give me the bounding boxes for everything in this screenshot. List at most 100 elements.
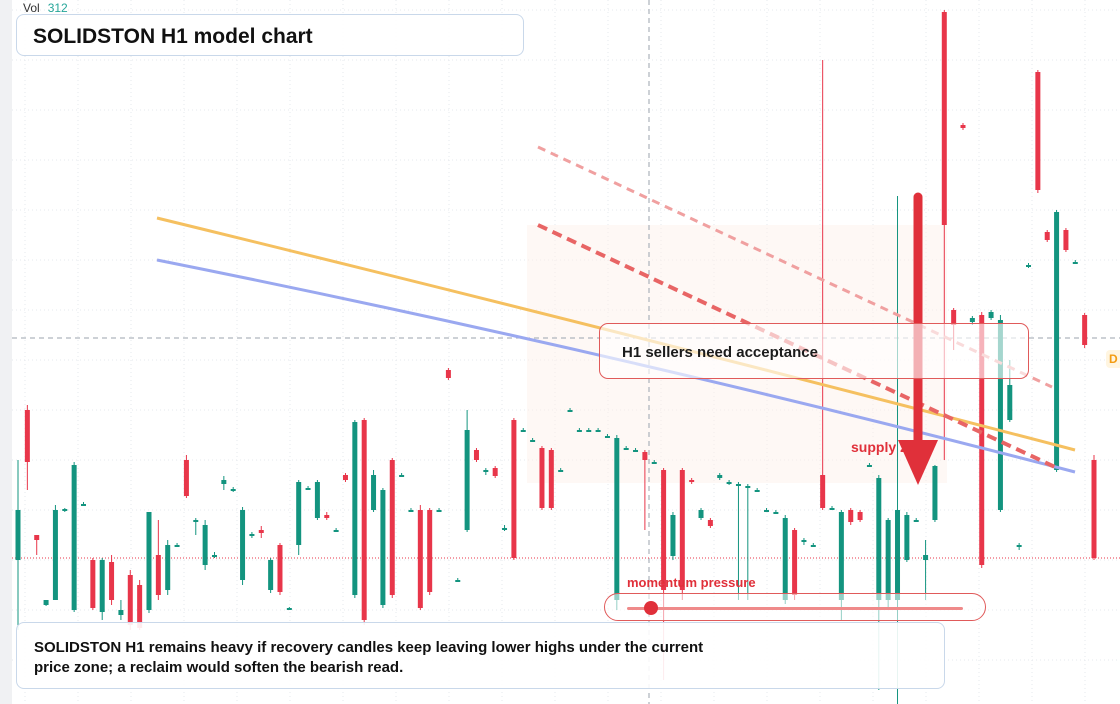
candle-body	[268, 560, 274, 590]
candle-body	[165, 545, 171, 590]
candle-body	[408, 510, 414, 512]
candle-body	[71, 465, 77, 610]
candle-body	[829, 508, 835, 510]
candle-body	[202, 525, 208, 565]
candle-body	[43, 600, 49, 605]
volume-readout: Vol 312	[23, 1, 68, 15]
candle-body	[698, 510, 704, 518]
candle-body	[183, 460, 189, 496]
candle-body	[913, 520, 919, 522]
candle-body	[595, 430, 601, 432]
candle-body	[642, 452, 648, 460]
candle-body	[717, 475, 723, 478]
candle-body	[174, 545, 180, 547]
candle-body	[333, 530, 339, 532]
candle-body	[866, 465, 872, 467]
candle-body	[492, 468, 498, 476]
candle-body	[80, 504, 86, 506]
candle-body	[417, 510, 423, 608]
candle-body	[764, 510, 770, 512]
candle-body	[1044, 232, 1050, 240]
candle-body	[1072, 262, 1078, 264]
candle-body	[324, 515, 330, 518]
candle-body	[661, 470, 667, 590]
candle-body	[296, 482, 302, 545]
candle-body	[483, 470, 489, 472]
candle-body	[249, 534, 255, 536]
candle-body	[137, 585, 143, 628]
summary-text: SOLIDSTON H1 remains heavy if recovery c…	[34, 639, 704, 676]
candle-body	[1091, 460, 1097, 558]
callout-text: H1 sellers need acceptance	[622, 344, 818, 361]
candle-body	[885, 520, 891, 600]
candle-body	[623, 448, 629, 450]
candle-body	[52, 510, 58, 600]
candle-body	[473, 450, 479, 460]
candle-body	[455, 580, 461, 582]
sellers-callout: H1 sellers need acceptance	[599, 323, 1029, 379]
supply-zone-label: supply zone	[851, 439, 932, 455]
momentum-label: momentum pressure	[627, 575, 756, 590]
candle-body	[932, 466, 938, 520]
candle-body	[633, 450, 639, 452]
title-panel: SOLIDSTON H1 model chart	[16, 14, 524, 56]
candle-body	[707, 520, 713, 526]
candle-body	[1007, 385, 1013, 420]
sell-arrow-head	[898, 440, 938, 485]
channel-line-upper	[537, 145, 1053, 389]
candle-body	[445, 370, 451, 378]
summary-panel: SOLIDSTON H1 remains heavy if recovery c…	[16, 622, 945, 689]
candle-body	[258, 530, 264, 533]
volume-value: 312	[47, 1, 68, 15]
candle-body	[895, 510, 901, 600]
momentum-gauge	[604, 593, 986, 621]
candle-body	[305, 488, 311, 490]
momentum-gauge-marker	[643, 601, 658, 615]
candle-body	[530, 440, 536, 442]
candle-body	[62, 509, 68, 511]
candle-body	[679, 470, 685, 590]
candle-body	[689, 480, 695, 482]
candle-body	[951, 310, 957, 325]
candle-body	[389, 460, 395, 595]
candle-body	[838, 512, 844, 600]
candle-body	[342, 475, 348, 480]
candle-body	[1016, 545, 1022, 547]
candle-body	[941, 12, 947, 225]
candle-body	[792, 530, 798, 595]
candle-body	[155, 555, 161, 595]
candle-body	[277, 545, 283, 592]
candle-body	[427, 510, 433, 592]
candle-body	[24, 410, 30, 462]
candle-body	[15, 510, 21, 560]
candle-body	[99, 560, 105, 612]
candle-body	[314, 482, 320, 518]
candle-body	[380, 490, 386, 605]
candle-body	[352, 422, 358, 595]
candle-body	[651, 462, 657, 464]
candle-body	[146, 512, 152, 610]
candle-body	[240, 510, 246, 580]
candle-body	[979, 315, 985, 565]
candle-body	[614, 438, 620, 600]
candle-body	[848, 510, 854, 522]
candle-body	[221, 480, 227, 484]
candle-body	[90, 560, 96, 608]
candle-body	[754, 490, 760, 492]
candle-body	[109, 562, 115, 600]
candle-body	[1035, 72, 1041, 190]
candle-body	[586, 430, 592, 432]
candle-body	[539, 448, 545, 508]
candle-body	[604, 436, 610, 438]
candle-body	[558, 470, 564, 472]
candle-body	[436, 510, 442, 512]
candle-body	[773, 512, 779, 514]
candle-body	[670, 515, 676, 556]
candle-body	[399, 475, 405, 477]
candle-body	[820, 475, 826, 508]
candle-body	[904, 515, 910, 560]
volume-label: Vol	[23, 1, 40, 15]
candle-body	[511, 420, 517, 558]
candle-body	[857, 512, 863, 520]
candle-body	[286, 608, 292, 610]
